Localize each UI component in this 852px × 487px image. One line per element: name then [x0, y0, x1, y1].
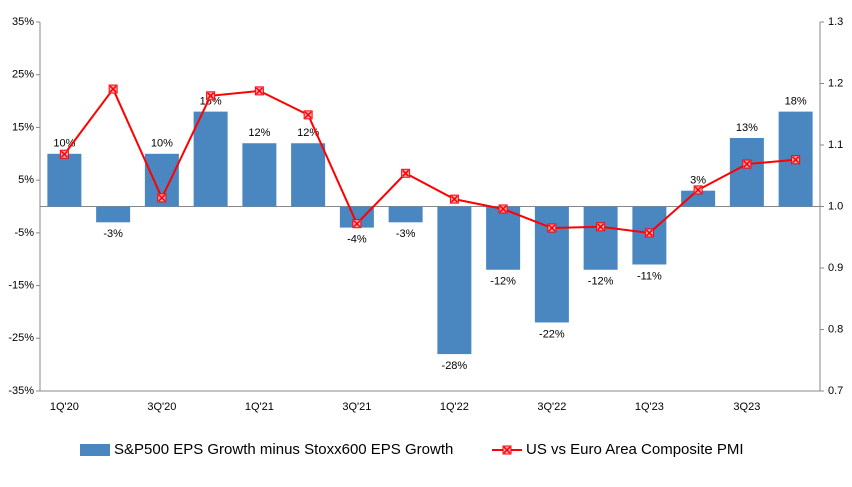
bar: [339, 206, 374, 228]
bar: [242, 143, 277, 207]
y2-tick-label: 1.2: [828, 77, 843, 89]
x-tick-label: 1Q'22: [440, 401, 469, 413]
y2-tick-label: 0.9: [828, 262, 843, 274]
legend-label: US vs Euro Area Composite PMI: [526, 441, 744, 458]
line-marker: [596, 222, 606, 232]
data-label: -4%: [347, 233, 367, 245]
x-tick-label: 3Q'20: [147, 401, 176, 413]
line-marker: [401, 168, 411, 178]
data-label: -11%: [637, 270, 662, 282]
x-tick-label: 1Q'20: [50, 401, 79, 413]
x-tick-label: 3Q'22: [537, 401, 566, 413]
x-tick-label: 1Q'21: [245, 401, 274, 413]
y2-tick-label: 1.1: [828, 139, 843, 151]
data-label: -12%: [490, 276, 516, 288]
bar: [291, 143, 326, 207]
line-marker: [791, 155, 801, 165]
x-tick-label: 3Q'21: [342, 401, 371, 413]
y-tick-label: 35%: [12, 16, 34, 28]
bar: [681, 190, 716, 207]
data-label: 18%: [785, 96, 807, 108]
y-tick-label: -15%: [8, 279, 34, 291]
legend-swatch: [80, 444, 110, 456]
bar: [437, 206, 472, 355]
line-marker: [742, 159, 752, 169]
line-marker: [303, 110, 313, 120]
y-tick-label: -35%: [8, 385, 34, 397]
data-label: 10%: [151, 138, 173, 150]
y-tick-label: -25%: [8, 332, 34, 344]
y2-tick-label: 1.0: [828, 200, 843, 212]
line-marker: [502, 445, 512, 455]
line-marker: [547, 223, 557, 233]
data-label: -28%: [442, 360, 468, 372]
legend-label: S&P500 EPS Growth minus Stoxx600 EPS Gro…: [114, 441, 453, 458]
data-label: -3%: [103, 228, 123, 240]
bar: [96, 206, 131, 223]
bar: [193, 111, 228, 207]
y2-tick-label: 0.8: [828, 323, 843, 335]
y-tick-label: 5%: [18, 174, 34, 186]
line-marker: [157, 193, 167, 203]
line-marker: [206, 91, 216, 101]
bar: [388, 206, 423, 223]
line-marker: [498, 204, 508, 214]
y-tick-label: -5%: [14, 227, 34, 239]
y-tick-label: 25%: [12, 69, 34, 81]
line-marker: [449, 194, 459, 204]
line-marker: [693, 185, 703, 195]
data-label: 12%: [297, 127, 319, 139]
bar: [729, 137, 764, 207]
y-tick-label: 15%: [12, 121, 34, 133]
data-label: -3%: [396, 228, 416, 240]
data-label: 18%: [200, 96, 222, 108]
x-tick-label: 1Q'23: [635, 401, 664, 413]
x-tick-label: 3Q23: [733, 401, 760, 413]
data-label: 12%: [248, 127, 270, 139]
data-label: -22%: [539, 328, 565, 340]
data-label: -12%: [588, 276, 614, 288]
y2-tick-label: 0.7: [828, 385, 843, 397]
line-marker: [352, 219, 362, 229]
bar: [583, 206, 618, 270]
bar: [47, 153, 82, 207]
y2-tick-label: 1.3: [828, 16, 843, 28]
line-marker: [644, 228, 654, 238]
data-label: 3%: [690, 175, 706, 187]
bar: [486, 206, 521, 270]
line-marker: [59, 149, 69, 159]
line-marker: [254, 86, 264, 96]
line-marker: [108, 84, 118, 94]
data-label: 13%: [736, 122, 758, 134]
line: [63, 87, 796, 234]
